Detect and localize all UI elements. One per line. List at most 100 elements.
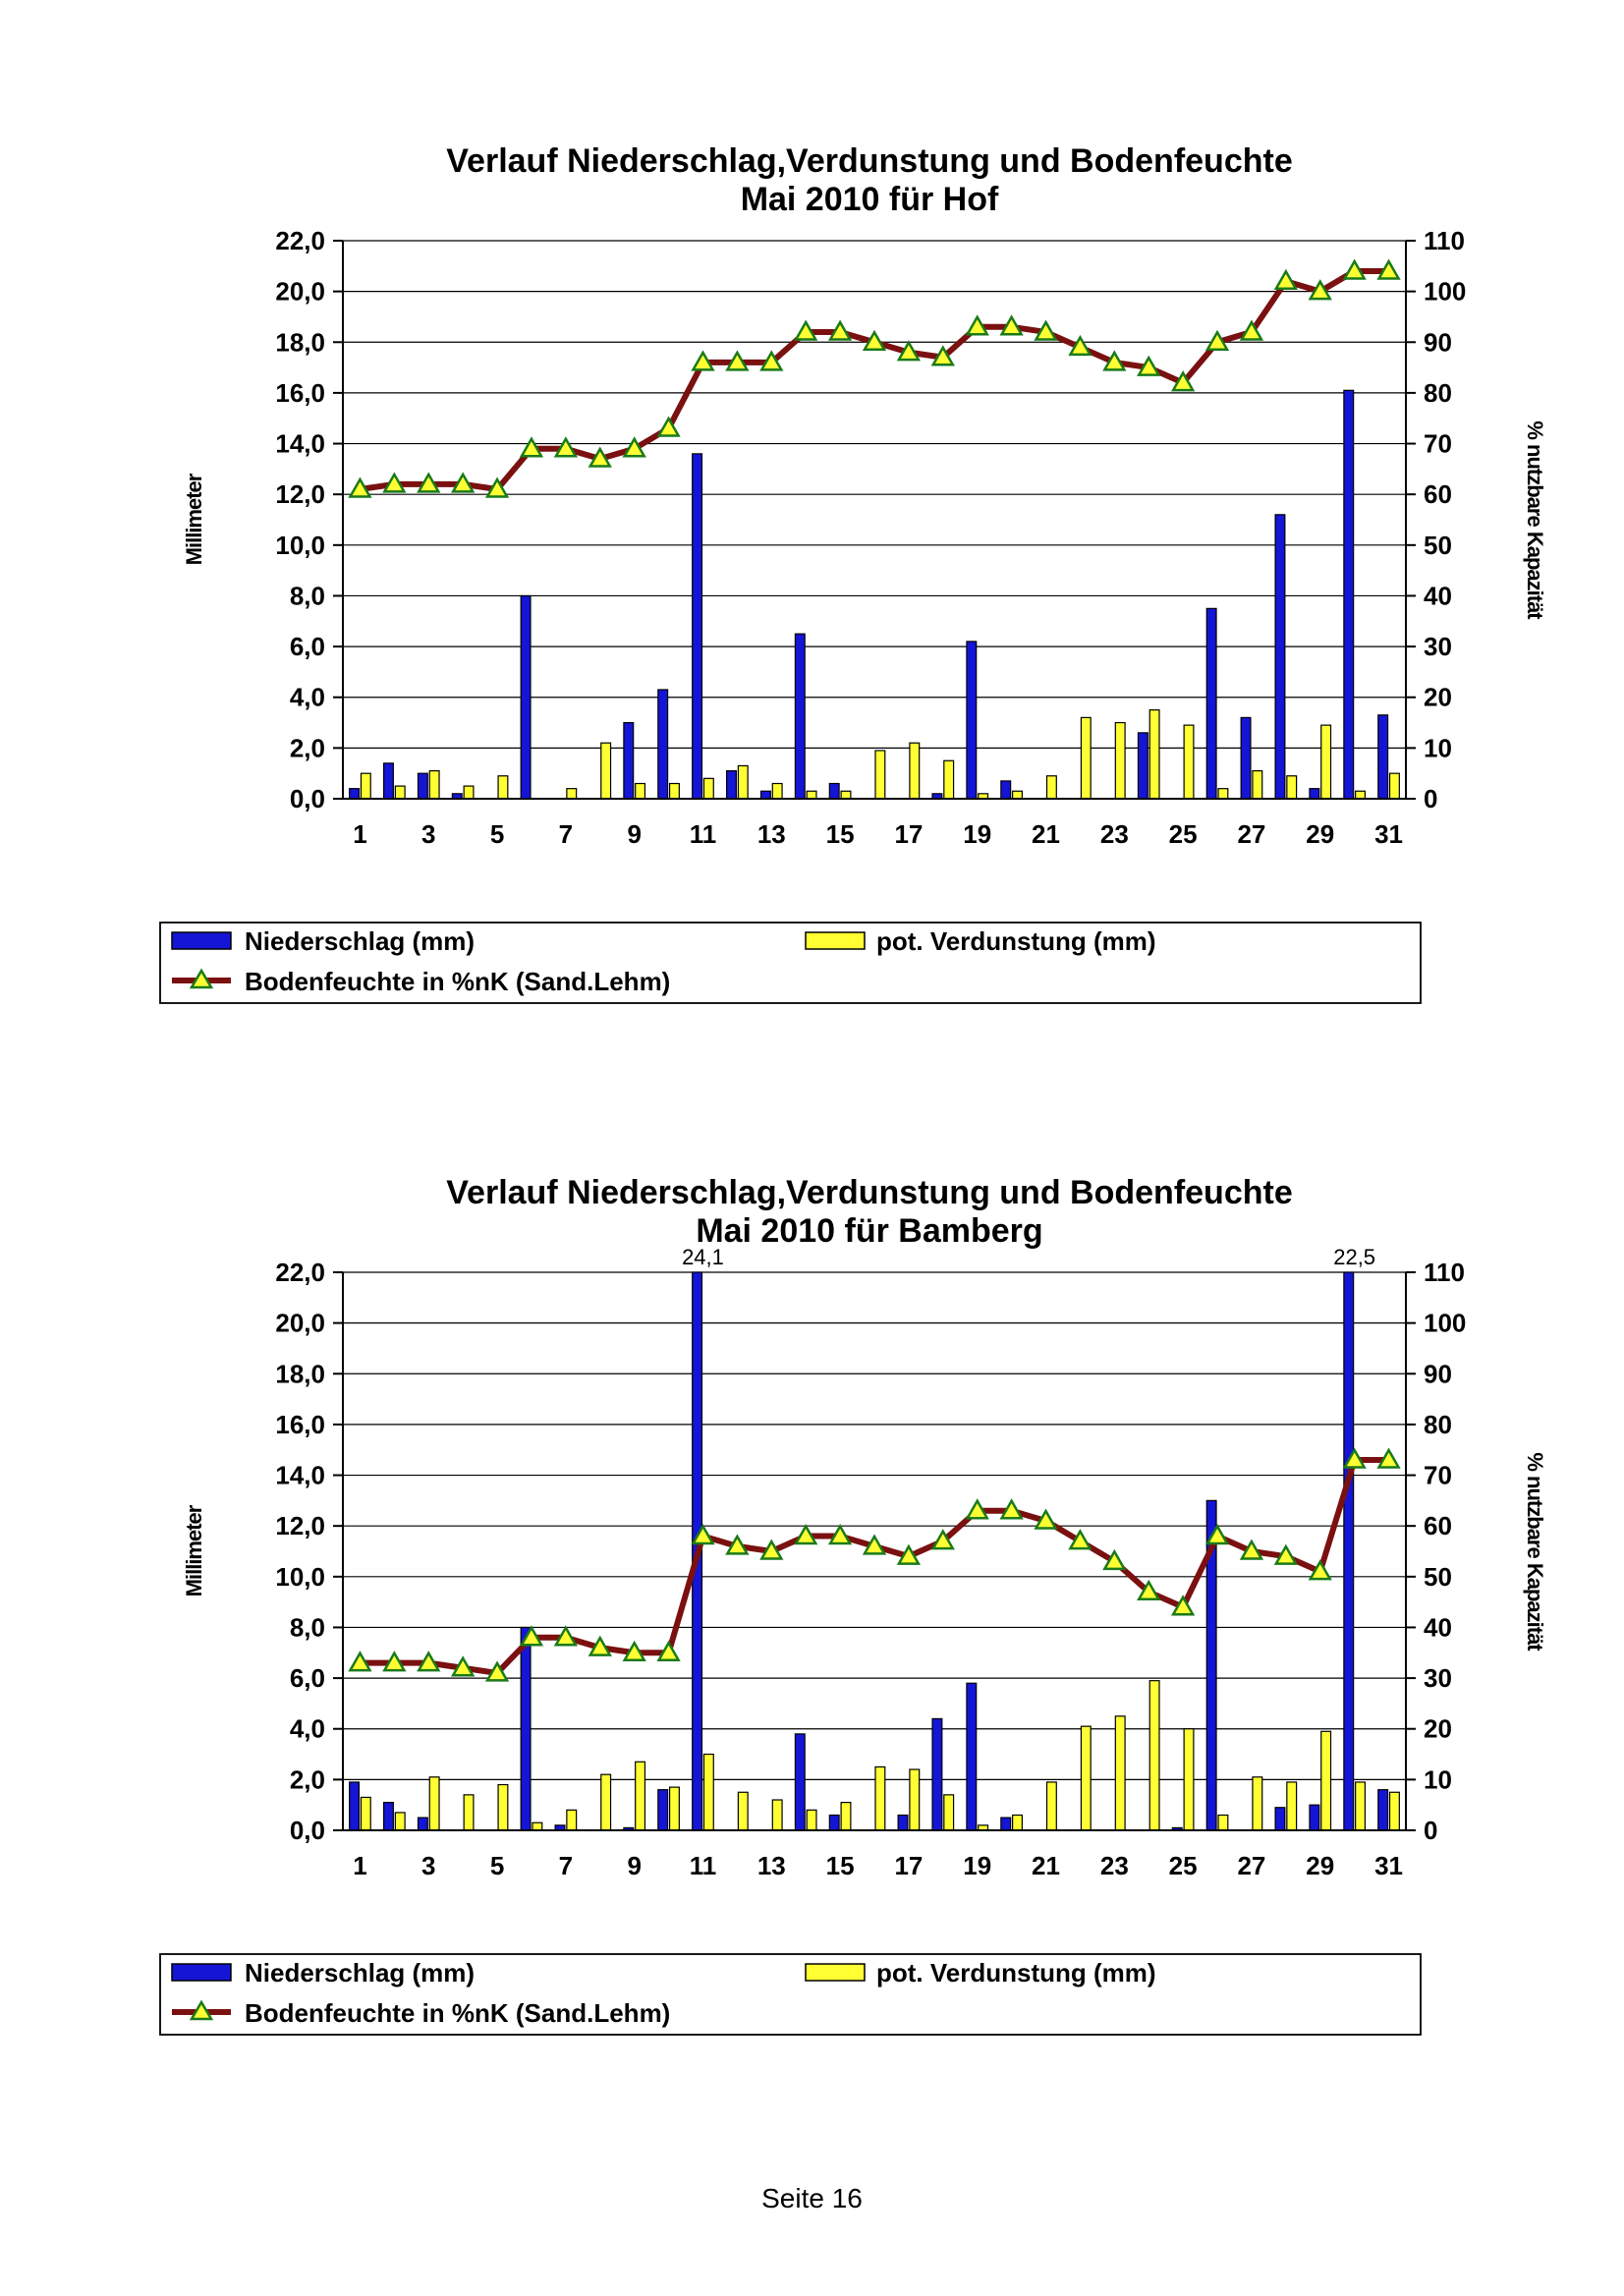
point-bodenfeuchte [1342, 1447, 1367, 1469]
point-bodenfeuchte [484, 1660, 510, 1682]
point-bodenfeuchte [1170, 370, 1196, 392]
point-bodenfeuchte [999, 314, 1024, 336]
point-bodenfeuchte [1137, 355, 1161, 376]
legend-marker-bodenfeuchte [189, 968, 214, 989]
y-axis-label: Millimeter [182, 473, 206, 565]
y2-tick-label: 100 [1424, 1309, 1466, 1338]
bar-niederschlag [1000, 1817, 1012, 1831]
y2-tick-label: 110 [1424, 1258, 1465, 1287]
y-tick-label: 4,0 [290, 683, 325, 712]
legend-marker-bodenfeuchte [189, 1999, 214, 2021]
point-bodenfeuchte [965, 1498, 989, 1520]
point-bodenfeuchte [553, 436, 579, 458]
point-bodenfeuchte [794, 1523, 818, 1545]
point-bodenfeuchte [1034, 319, 1058, 341]
y2-tick-label: 50 [1424, 1562, 1452, 1592]
point-bodenfeuchte [725, 1534, 750, 1555]
bar-verdunstung [635, 782, 646, 800]
bar-verdunstung [394, 1812, 406, 1831]
y-tick-label: 14,0 [275, 1461, 325, 1490]
bar-verdunstung [874, 750, 886, 800]
point-bodenfeuchte [1204, 1523, 1230, 1545]
x-tick-label: 3 [421, 1851, 435, 1880]
point-bodenfeuchte [1102, 1548, 1127, 1571]
x-tick-label: 27 [1237, 819, 1265, 849]
chart-hof-svg: Verlauf Niederschlag,Verdunstung und Bod… [159, 142, 1547, 1004]
bar-niederschlag [1274, 514, 1286, 800]
bar-verdunstung [532, 1821, 543, 1831]
y2-axis-label: % nutzbare Kapazität [1523, 1452, 1547, 1652]
legend-swatch-verdunstung [805, 1963, 866, 1982]
y-tick-label: 8,0 [290, 1612, 325, 1642]
point-bodenfeuchte [382, 1651, 407, 1672]
bar-niederschlag [382, 1801, 394, 1831]
y2-tick-label: 110 [1424, 226, 1465, 255]
line-bodenfeuchte [360, 267, 1389, 493]
y-axis-label: Millimeter [182, 1504, 206, 1596]
bar-verdunstung [806, 1809, 817, 1831]
y2-tick-label: 100 [1424, 277, 1466, 307]
bar-niederschlag [1309, 788, 1320, 800]
y-tick-label: 10,0 [275, 531, 325, 560]
bar-verdunstung [1355, 790, 1367, 800]
x-tick-label: 25 [1169, 819, 1198, 849]
x-tick-label: 7 [559, 1851, 573, 1880]
x-tick-label: 15 [826, 1851, 855, 1880]
x-tick-label: 9 [627, 1851, 641, 1880]
point-bodenfeuchte [519, 1625, 544, 1647]
bar-verdunstung [360, 772, 371, 800]
bar-verdunstung [1320, 1730, 1332, 1831]
point-bodenfeuchte [794, 319, 818, 341]
legend-label-bodenfeuchte: Bodenfeuchte in %nK (Sand.Lehm) [245, 1998, 670, 2028]
legend-swatch-niederschlag [171, 931, 232, 950]
x-tick-label: 7 [559, 819, 573, 849]
bar-verdunstung [1148, 1680, 1160, 1831]
point-bodenfeuchte [759, 1539, 784, 1560]
point-bodenfeuchte [1068, 334, 1092, 357]
point-bodenfeuchte [519, 436, 544, 458]
bar-niederschlag [520, 1626, 532, 1831]
bar-niederschlag [1205, 607, 1217, 800]
point-bodenfeuchte [930, 1529, 955, 1550]
y-tick-label: 18,0 [275, 1359, 325, 1388]
point-bodenfeuchte [1102, 350, 1127, 371]
point-bodenfeuchte [1239, 319, 1264, 341]
point-bodenfeuchte [896, 1543, 922, 1565]
bar-verdunstung [1388, 772, 1400, 800]
y2-tick-label: 70 [1424, 1461, 1452, 1490]
bar-verdunstung [771, 1799, 783, 1831]
bar-verdunstung [360, 1796, 371, 1831]
point-bodenfeuchte [1376, 258, 1401, 280]
y-tick-label: 16,0 [275, 378, 325, 408]
legend-label-verdunstung: pot. Verdunstung (mm) [876, 926, 1156, 956]
point-bodenfeuchte [451, 472, 476, 493]
bar-verdunstung [1045, 775, 1057, 800]
point-bodenfeuchte [588, 1635, 612, 1656]
y2-tick-label: 50 [1424, 531, 1452, 560]
chart-hof: Verlauf Niederschlag,Verdunstung und Bod… [0, 0, 1624, 1036]
y2-tick-label: 90 [1424, 1359, 1452, 1388]
y-tick-label: 2,0 [290, 1764, 325, 1794]
bar-niederschlag [897, 1814, 909, 1831]
bar-niederschlag [692, 453, 703, 800]
x-tick-label: 11 [690, 819, 717, 849]
x-tick-label: 19 [963, 819, 991, 849]
bar-verdunstung [1183, 724, 1195, 800]
y2-tick-label: 40 [1424, 1612, 1452, 1642]
bar-niederschlag [417, 772, 428, 800]
bar-niederschlag [382, 762, 394, 800]
x-tick-label: 31 [1374, 1851, 1403, 1880]
point-bodenfeuchte [451, 1655, 476, 1677]
x-tick-label: 25 [1169, 1851, 1198, 1880]
legend-label-verdunstung: pot. Verdunstung (mm) [876, 1958, 1156, 1988]
bar-verdunstung [874, 1765, 886, 1831]
x-tick-label: 23 [1100, 1851, 1129, 1880]
bar-niederschlag [828, 782, 840, 800]
y2-tick-label: 60 [1424, 1511, 1452, 1540]
bar-verdunstung [600, 742, 612, 800]
x-tick-label: 15 [826, 819, 855, 849]
legend-swatch-niederschlag [171, 1963, 232, 1982]
y-tick-label: 12,0 [275, 479, 325, 509]
bar-niederschlag [657, 689, 669, 800]
bar-verdunstung [1148, 709, 1160, 800]
